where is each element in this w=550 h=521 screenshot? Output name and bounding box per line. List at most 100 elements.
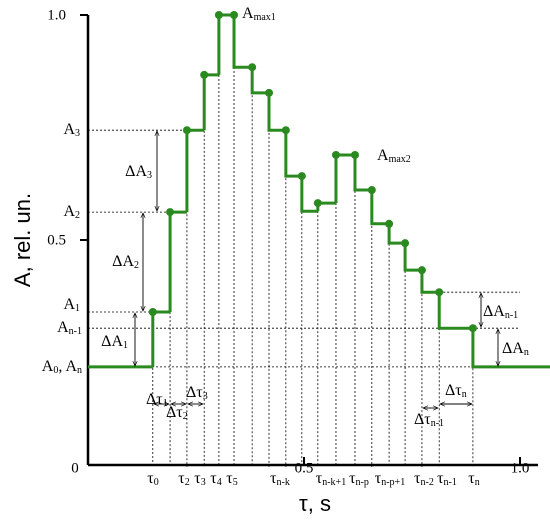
annotation-text: τ	[270, 470, 277, 487]
annotation: Amax1	[242, 5, 276, 24]
annotation: ΔAn-1	[483, 303, 518, 322]
marker	[350, 150, 359, 159]
annotation-text: ΔA	[101, 333, 123, 350]
annotation-sub: 3	[147, 170, 152, 181]
step-segment	[202, 73, 219, 131]
step-segment	[185, 128, 205, 213]
annotation-sub: 4	[217, 477, 222, 488]
annotation-sub: n-1	[505, 310, 518, 321]
marker	[435, 288, 444, 297]
annotation-sub: 3	[201, 477, 206, 488]
annotation-text: A	[63, 121, 75, 138]
marker	[401, 239, 410, 248]
annotation-sub: 2	[134, 260, 139, 271]
annotation-text: τ	[226, 470, 233, 487]
annotation: τ3	[194, 470, 205, 489]
annotation: A3	[63, 121, 80, 140]
annotation-sub: n-1	[69, 326, 82, 337]
marker	[281, 126, 290, 135]
annotation-text: ΔA	[112, 253, 134, 270]
annotation-text: τ	[375, 470, 382, 487]
annotation-sub: n-p	[356, 477, 369, 488]
annotation-sub: n	[77, 365, 82, 376]
annotation-text: τ	[147, 470, 154, 487]
annotation: τn-k	[270, 470, 290, 489]
annotation-text: A	[57, 319, 69, 336]
delta-arrows	[135, 131, 498, 408]
annotation-text: τ	[414, 470, 421, 487]
step-segment	[334, 153, 355, 204]
annotation-text: τ	[468, 470, 475, 487]
marker	[182, 126, 191, 135]
annotation-text: A	[63, 296, 75, 313]
annotation-text: , A	[58, 358, 77, 375]
y-tick-label: 1.0	[47, 7, 66, 23]
x-tick-label: 0	[71, 460, 79, 476]
annotation: τn-k+1	[316, 470, 346, 489]
marker	[230, 11, 239, 19]
step-segment	[217, 13, 235, 75]
marker	[313, 199, 322, 208]
annotation-sub: n	[475, 477, 480, 488]
step-segment	[168, 210, 187, 312]
annotation-sub: 0	[154, 477, 159, 488]
annotation: ΔAn	[502, 340, 529, 359]
annotation-text: Δτ	[166, 404, 183, 421]
annotation-sub: 2	[185, 477, 190, 488]
annotation: A1	[63, 296, 80, 315]
step-segment	[267, 92, 286, 132]
step-segment	[151, 310, 171, 367]
annotation: An-1	[57, 319, 82, 338]
step-segment	[387, 223, 406, 245]
annotation-text: τ	[437, 470, 444, 487]
annotation-text: Δτ	[186, 384, 203, 401]
annotation-sub: max2	[389, 154, 411, 165]
annotation: τn-p	[349, 470, 369, 489]
step-segment	[471, 328, 550, 369]
annotation: Δτn-1	[414, 411, 444, 430]
annotation: τ4	[210, 470, 221, 489]
marker	[297, 172, 306, 181]
annotation-sub: n	[462, 389, 467, 400]
annotation-text: ΔA	[483, 303, 505, 320]
annotation: τ2	[178, 470, 189, 489]
annotation-sub: 3	[75, 128, 80, 139]
marker	[200, 70, 209, 79]
annotation-sub: n-1	[431, 418, 444, 429]
annotation-sub: 0	[53, 365, 58, 376]
step-segment	[250, 67, 270, 95]
annotation-text: τ	[194, 470, 201, 487]
annotation-sub: 5	[233, 477, 238, 488]
annotation: τn-1	[437, 470, 457, 489]
marker	[331, 150, 340, 159]
annotation: ΔA1	[101, 333, 128, 352]
step-segment	[403, 243, 422, 272]
annotation: ΔA2	[112, 253, 139, 272]
marker	[468, 324, 477, 333]
x-tick-label: 1.0	[511, 460, 530, 476]
annotation-sub: max1	[254, 12, 276, 23]
annotation-text: ΔA	[502, 340, 524, 357]
annotation-sub: 2	[75, 210, 80, 221]
annotation-sub: 1	[75, 303, 80, 314]
annotation-text: τ	[349, 470, 356, 487]
annotation-text: A	[42, 358, 54, 375]
step-segment	[370, 190, 390, 226]
marker	[214, 11, 223, 19]
annotation-text: τ	[316, 470, 323, 487]
x-axis-title: τ, s	[299, 491, 331, 516]
annotation: Δτ3	[186, 384, 208, 403]
annotation: A2	[63, 203, 80, 222]
annotation: ΔA3	[125, 163, 152, 182]
step-segment	[353, 154, 372, 192]
annotation: Δτ1	[146, 391, 168, 410]
step-segment	[437, 292, 473, 330]
y-tick-label: 0.5	[47, 232, 66, 248]
annotation: τ5	[226, 470, 237, 489]
marker	[417, 266, 426, 275]
annotation-text: Δτ	[445, 382, 462, 399]
step-segment	[284, 130, 302, 178]
annotation-text: ΔA	[125, 163, 147, 180]
annotation: Δτn	[445, 382, 467, 401]
annotation-text: Δτ	[146, 391, 163, 408]
